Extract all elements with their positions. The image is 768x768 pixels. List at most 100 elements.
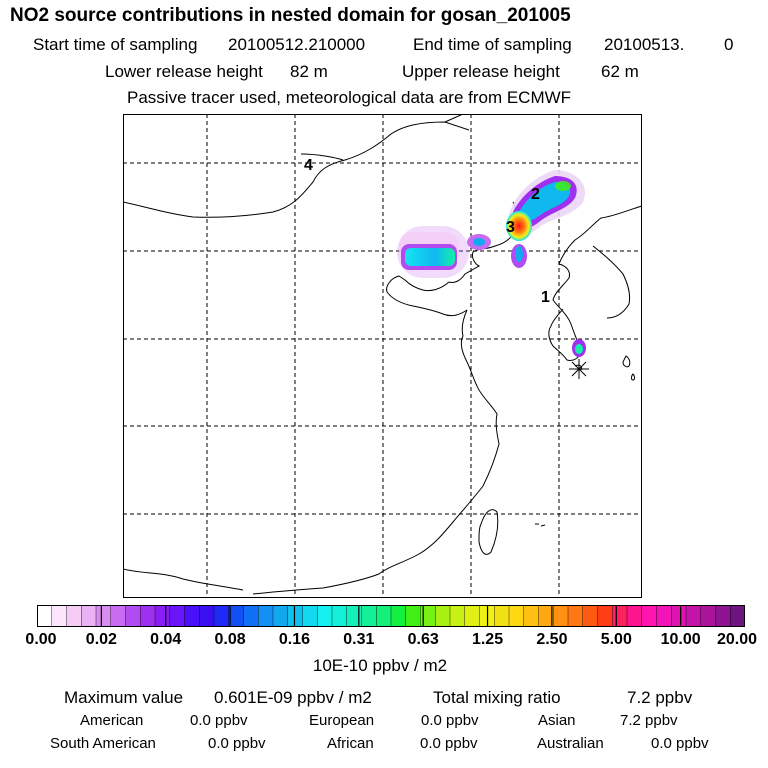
border-northeast <box>558 205 642 265</box>
map-label-1: 1 <box>541 289 550 306</box>
region-name: South American <box>50 735 156 752</box>
colorbar-cell <box>730 605 745 627</box>
total-mixing-value: 7.2 ppbv <box>627 688 693 707</box>
plume-small-core <box>473 238 485 246</box>
coast-south <box>123 568 324 595</box>
max-value: 0.601E-09 ppbv / m2 <box>214 688 372 707</box>
colorbar-cell <box>435 605 451 627</box>
plume-green-northeast <box>555 181 571 191</box>
lower-height-value: 82 m <box>290 62 328 81</box>
island-taiwan <box>478 509 499 555</box>
colorbar-cell <box>51 605 68 627</box>
colorbar-frame <box>37 605 745 627</box>
region-value: 0.0 ppbv <box>208 735 266 752</box>
plume-layer <box>397 170 586 357</box>
total-mixing-label: Total mixing ratio <box>433 688 561 707</box>
region-value: 0.0 ppbv <box>421 712 479 729</box>
colorbar-cell <box>567 605 584 627</box>
colorbar-cell <box>523 605 540 627</box>
colorbar-cell <box>641 605 658 627</box>
region-name: Australian <box>537 735 604 752</box>
colorbar-cell <box>272 605 289 627</box>
island-b <box>631 373 635 381</box>
colorbar-tick-label: 20.00 <box>716 631 758 648</box>
plume-jeju-core <box>575 344 583 354</box>
colorbar-tick-label: 1.25 <box>471 631 504 648</box>
plume-hotspot <box>506 211 532 241</box>
colorbar-tick-label: 0.16 <box>278 631 311 648</box>
colorbar-tick-label: 0.00 <box>25 631 57 648</box>
max-value-label: Maximum value <box>64 688 184 707</box>
colorbar-cell <box>626 605 643 627</box>
upper-height-label: Upper release height <box>402 62 560 81</box>
colorbar-cell <box>449 605 466 627</box>
colorbar-cell <box>331 605 348 627</box>
colorbar <box>37 605 745 627</box>
region-name: American <box>80 712 144 729</box>
coast-shandong <box>386 275 468 317</box>
colorbar-tick-label: 0.04 <box>150 631 182 648</box>
colorbar-cell <box>184 605 200 627</box>
colorbar-cell <box>213 605 230 627</box>
colorbar-unit: 10E-10 ppbv / m2 <box>312 656 448 675</box>
colorbar-cell <box>302 605 318 627</box>
colorbar-cell <box>538 605 554 627</box>
colorbar-cell <box>81 605 97 627</box>
colorbar-tick-label: 0.63 <box>407 631 439 648</box>
start-time-value: 20100512.210000 <box>228 35 366 54</box>
colorbar-cell <box>199 605 215 627</box>
receptor-asterisk-marker <box>569 359 589 379</box>
plume-core-west <box>405 248 455 266</box>
colorbar-tick-label: 0.08 <box>214 631 246 648</box>
start-time-label: Start time of sampling <box>33 35 198 54</box>
region-value: 7.2 ppbv <box>620 712 678 729</box>
colorbar-cell <box>66 605 82 627</box>
region-value: 0.0 ppbv <box>420 735 478 752</box>
colorbar-cell <box>346 605 363 627</box>
colorbar-cell <box>715 605 731 627</box>
colorbar-cell <box>553 605 569 627</box>
end-time-label: End time of sampling <box>413 35 572 54</box>
islets <box>535 523 546 527</box>
map-label-3: 3 <box>506 219 515 236</box>
map-label-4: 4 <box>304 157 313 174</box>
coast-china-east <box>322 309 500 589</box>
region-name: African <box>327 735 374 752</box>
region-name: European <box>309 712 375 729</box>
end-time-value: 20100513. <box>604 35 685 54</box>
colorbar-cell <box>95 605 112 627</box>
region-value: 0.0 ppbv <box>190 712 248 729</box>
colorbar-tick-label: 2.50 <box>536 631 568 648</box>
colorbar-cell <box>37 605 53 627</box>
region-value: 0.0 ppbv <box>651 735 709 752</box>
colorbar-cell <box>317 605 333 627</box>
colorbar-cell <box>228 605 245 627</box>
colorbar-cell <box>125 605 141 627</box>
map-label-2: 2 <box>531 186 540 203</box>
plume-south-core <box>515 246 523 262</box>
colorbar-cell <box>361 605 377 627</box>
colorbar-cell <box>287 605 304 627</box>
colorbar-cell <box>582 605 599 627</box>
plume-cyan-northeast <box>519 182 571 221</box>
colorbar-cell <box>597 605 613 627</box>
border-north-tip <box>444 114 464 123</box>
colorbar-cell <box>685 605 702 627</box>
border-north <box>123 121 470 218</box>
colorbar-cell <box>494 605 510 627</box>
island-a <box>622 355 631 368</box>
colorbar-cell <box>508 605 525 627</box>
region-name: Asian <box>538 712 576 729</box>
lower-height-label: Lower release height <box>105 62 263 81</box>
chart-title: NO2 source contributions in nested domai… <box>10 5 571 26</box>
colorbar-cell <box>258 605 274 627</box>
colorbar-cell <box>405 605 422 627</box>
colorbar-cell <box>243 605 259 627</box>
colorbar-cell <box>110 605 127 627</box>
upper-height-value: 62 m <box>601 62 639 81</box>
coast-korea-north <box>592 245 631 319</box>
colorbar-tick-label: 5.00 <box>600 631 632 648</box>
end-time-value-suffix: 0 <box>724 35 734 54</box>
colorbar-cell <box>376 605 392 627</box>
colorbar-tick-label: 0.02 <box>85 631 117 648</box>
